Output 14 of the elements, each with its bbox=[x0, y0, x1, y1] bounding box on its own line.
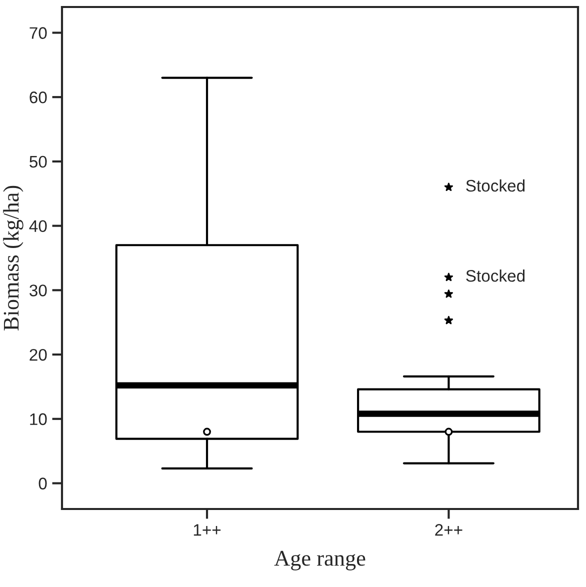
x-tick-label: 2++ bbox=[435, 524, 462, 536]
y-tick-label: 0 bbox=[38, 478, 47, 490]
annotation: Stocked bbox=[466, 270, 525, 282]
y-tick-label: 60 bbox=[30, 92, 47, 104]
y-tick-label: 70 bbox=[30, 27, 47, 39]
annotation: Stocked bbox=[466, 179, 525, 192]
y-tick-label: 20 bbox=[30, 348, 47, 361]
y-tick-label: 30 bbox=[30, 284, 47, 296]
y-axis-title: Biomass (kg/ha) bbox=[3, 186, 24, 330]
y-tick-label: 10 bbox=[30, 413, 47, 426]
y-tick-label: 50 bbox=[30, 156, 47, 168]
y-tick-label: 40 bbox=[29, 220, 47, 232]
x-axis-title: Age range bbox=[274, 550, 366, 570]
x-tick-label: 1++ bbox=[194, 524, 221, 536]
